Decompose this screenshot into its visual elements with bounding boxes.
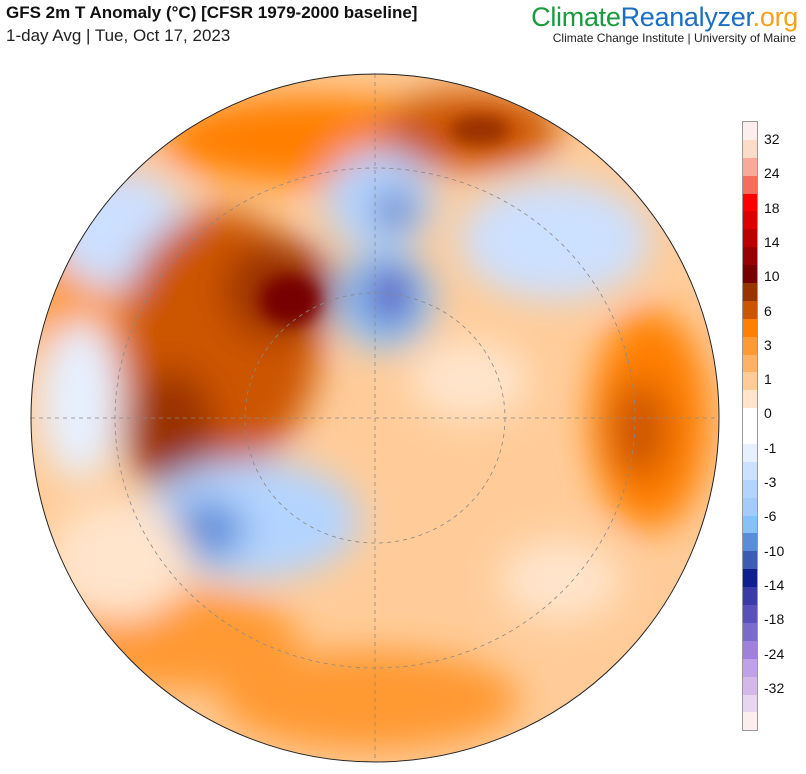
colorbar-swatch	[743, 444, 757, 462]
colorbar-swatch	[743, 712, 757, 731]
graticule	[31, 74, 719, 762]
colorbar-swatch	[743, 300, 757, 319]
colorbar-swatch	[743, 426, 757, 445]
colorbar-swatch	[743, 694, 757, 713]
logo-climate: Climate	[531, 2, 621, 32]
colorbar-swatch	[743, 211, 757, 230]
colorbar-label: 3	[764, 336, 772, 353]
colorbar-swatch	[743, 157, 757, 176]
colorbar-swatch	[743, 318, 757, 337]
arctic-canada-hotspot	[260, 275, 320, 325]
colorbar-swatch	[743, 640, 757, 659]
colorbar-label: 0	[764, 405, 772, 422]
colorbar-swatch	[743, 372, 757, 391]
colorbar-swatch	[743, 551, 757, 570]
colorbar-swatch	[743, 461, 757, 480]
colorbar-swatch	[743, 229, 757, 248]
colorbar-swatch	[743, 479, 757, 498]
colorbar-swatch	[743, 569, 757, 588]
climate-reanalyzer-logo[interactable]: ClimateReanalyzer.org	[531, 2, 798, 33]
siberia-hotspot	[450, 115, 510, 145]
colorbar	[742, 121, 758, 732]
colorbar-label: -3	[764, 474, 777, 490]
colorbar-swatch	[743, 605, 757, 623]
colorbar-swatch	[743, 408, 757, 427]
colorbar-label: 24	[764, 165, 780, 182]
colorbar-swatch	[743, 336, 757, 355]
logo-reanalyzer: Reanalyzer	[620, 2, 753, 32]
colorbar-swatch	[743, 587, 757, 606]
map-title: GFS 2m T Anomaly (°C) [CFSR 1979-2000 ba…	[6, 3, 418, 22]
colorbar-swatch	[743, 390, 757, 409]
colorbar-label: -1	[764, 439, 777, 456]
colorbar-swatch	[743, 354, 757, 373]
colorbar-swatch	[743, 497, 757, 516]
colorbar-label: 32	[764, 131, 780, 147]
colorbar-swatch	[743, 265, 757, 284]
colorbar-label: 1	[764, 371, 772, 388]
map-subtitle: 1-day Avg | Tue, Oct 17, 2023	[6, 26, 231, 45]
globe-map	[30, 73, 720, 763]
colorbar-label: -10	[764, 542, 785, 559]
colorbar-swatch	[743, 122, 757, 140]
colorbar-label: -32	[764, 679, 785, 696]
logo-org: .org	[752, 2, 799, 32]
colorbar-label: -6	[764, 508, 777, 525]
colorbar-swatch	[743, 658, 757, 677]
colorbar-swatch	[743, 139, 757, 158]
colorbar-label: 6	[764, 302, 772, 319]
colorbar-label: 18	[764, 199, 780, 216]
globe-outline	[30, 73, 720, 763]
colorbar-label: 10	[764, 268, 780, 285]
colorbar-swatch	[743, 175, 757, 194]
colorbar-swatch	[743, 247, 757, 266]
colorbar-swatch	[743, 676, 757, 695]
colorbar-swatch	[743, 622, 757, 641]
colorbar-label: -24	[764, 645, 785, 662]
colorbar-swatch	[743, 515, 757, 534]
colorbar-label: -18	[764, 611, 785, 628]
colorbar-swatch	[743, 193, 757, 212]
institution-text: Climate Change Institute | University of…	[552, 31, 796, 45]
colorbar-label: 14	[764, 233, 780, 250]
colorbar-swatch	[743, 533, 757, 552]
colorbar-label: -14	[764, 576, 785, 593]
colorbar-swatch	[743, 283, 757, 301]
